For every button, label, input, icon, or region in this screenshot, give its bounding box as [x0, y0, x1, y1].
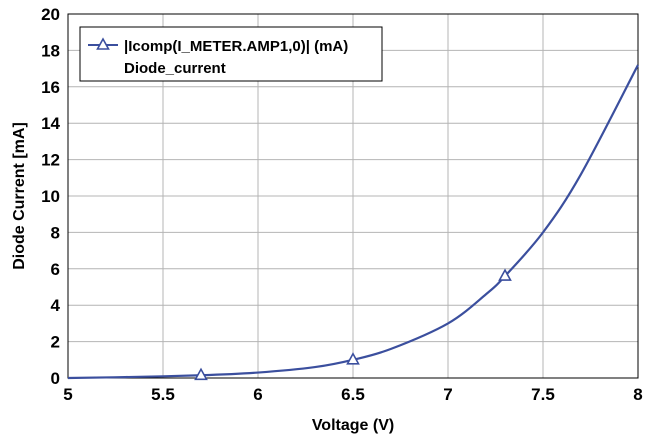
- x-tick-label: 8: [633, 385, 642, 404]
- y-tick-label: 20: [41, 5, 60, 24]
- x-tick-label: 5.5: [151, 385, 175, 404]
- legend: |Icomp(I_METER.AMP1,0)| (mA) Diode_curre…: [79, 26, 383, 82]
- y-tick-label: 12: [41, 151, 60, 170]
- x-axis-label: Voltage (V): [312, 417, 394, 434]
- y-axis-label: Diode Current [mA]: [11, 122, 28, 270]
- y-tick-label: 8: [51, 223, 60, 242]
- x-tick-label: 6: [253, 385, 262, 404]
- legend-triangle-marker: [96, 37, 110, 50]
- y-tick-label: 2: [51, 333, 60, 352]
- x-tick-label: 5: [63, 385, 72, 404]
- x-tick-labels: 5 5.5 6 6.5 7 7.5 8: [63, 385, 642, 404]
- x-tick-label: 6.5: [341, 385, 365, 404]
- y-tick-label: 4: [51, 296, 61, 315]
- legend-series-name: |Icomp(I_METER.AMP1,0)| (mA): [124, 38, 348, 55]
- y-tick-labels: 0 2 4 6 8 10 12 14 16 18 20: [41, 5, 60, 388]
- legend-series-subname: Diode_current: [124, 60, 226, 77]
- x-tick-label: 7: [443, 385, 452, 404]
- y-tick-label: 0: [51, 369, 60, 388]
- plot-frame: [67, 13, 639, 379]
- series-layer: [67, 64, 639, 381]
- legend-box: [79, 26, 383, 82]
- x-tick-label: 7.5: [531, 385, 555, 404]
- y-tick-label: 6: [51, 260, 60, 279]
- data-point-marker: [194, 367, 208, 381]
- y-tick-label: 18: [41, 41, 60, 60]
- data-point-marker: [498, 268, 512, 281]
- y-tick-label: 10: [41, 187, 60, 206]
- y-tick-label: 14: [41, 114, 60, 133]
- y-tick-label: 16: [41, 78, 60, 97]
- data-point-marker: [346, 352, 360, 365]
